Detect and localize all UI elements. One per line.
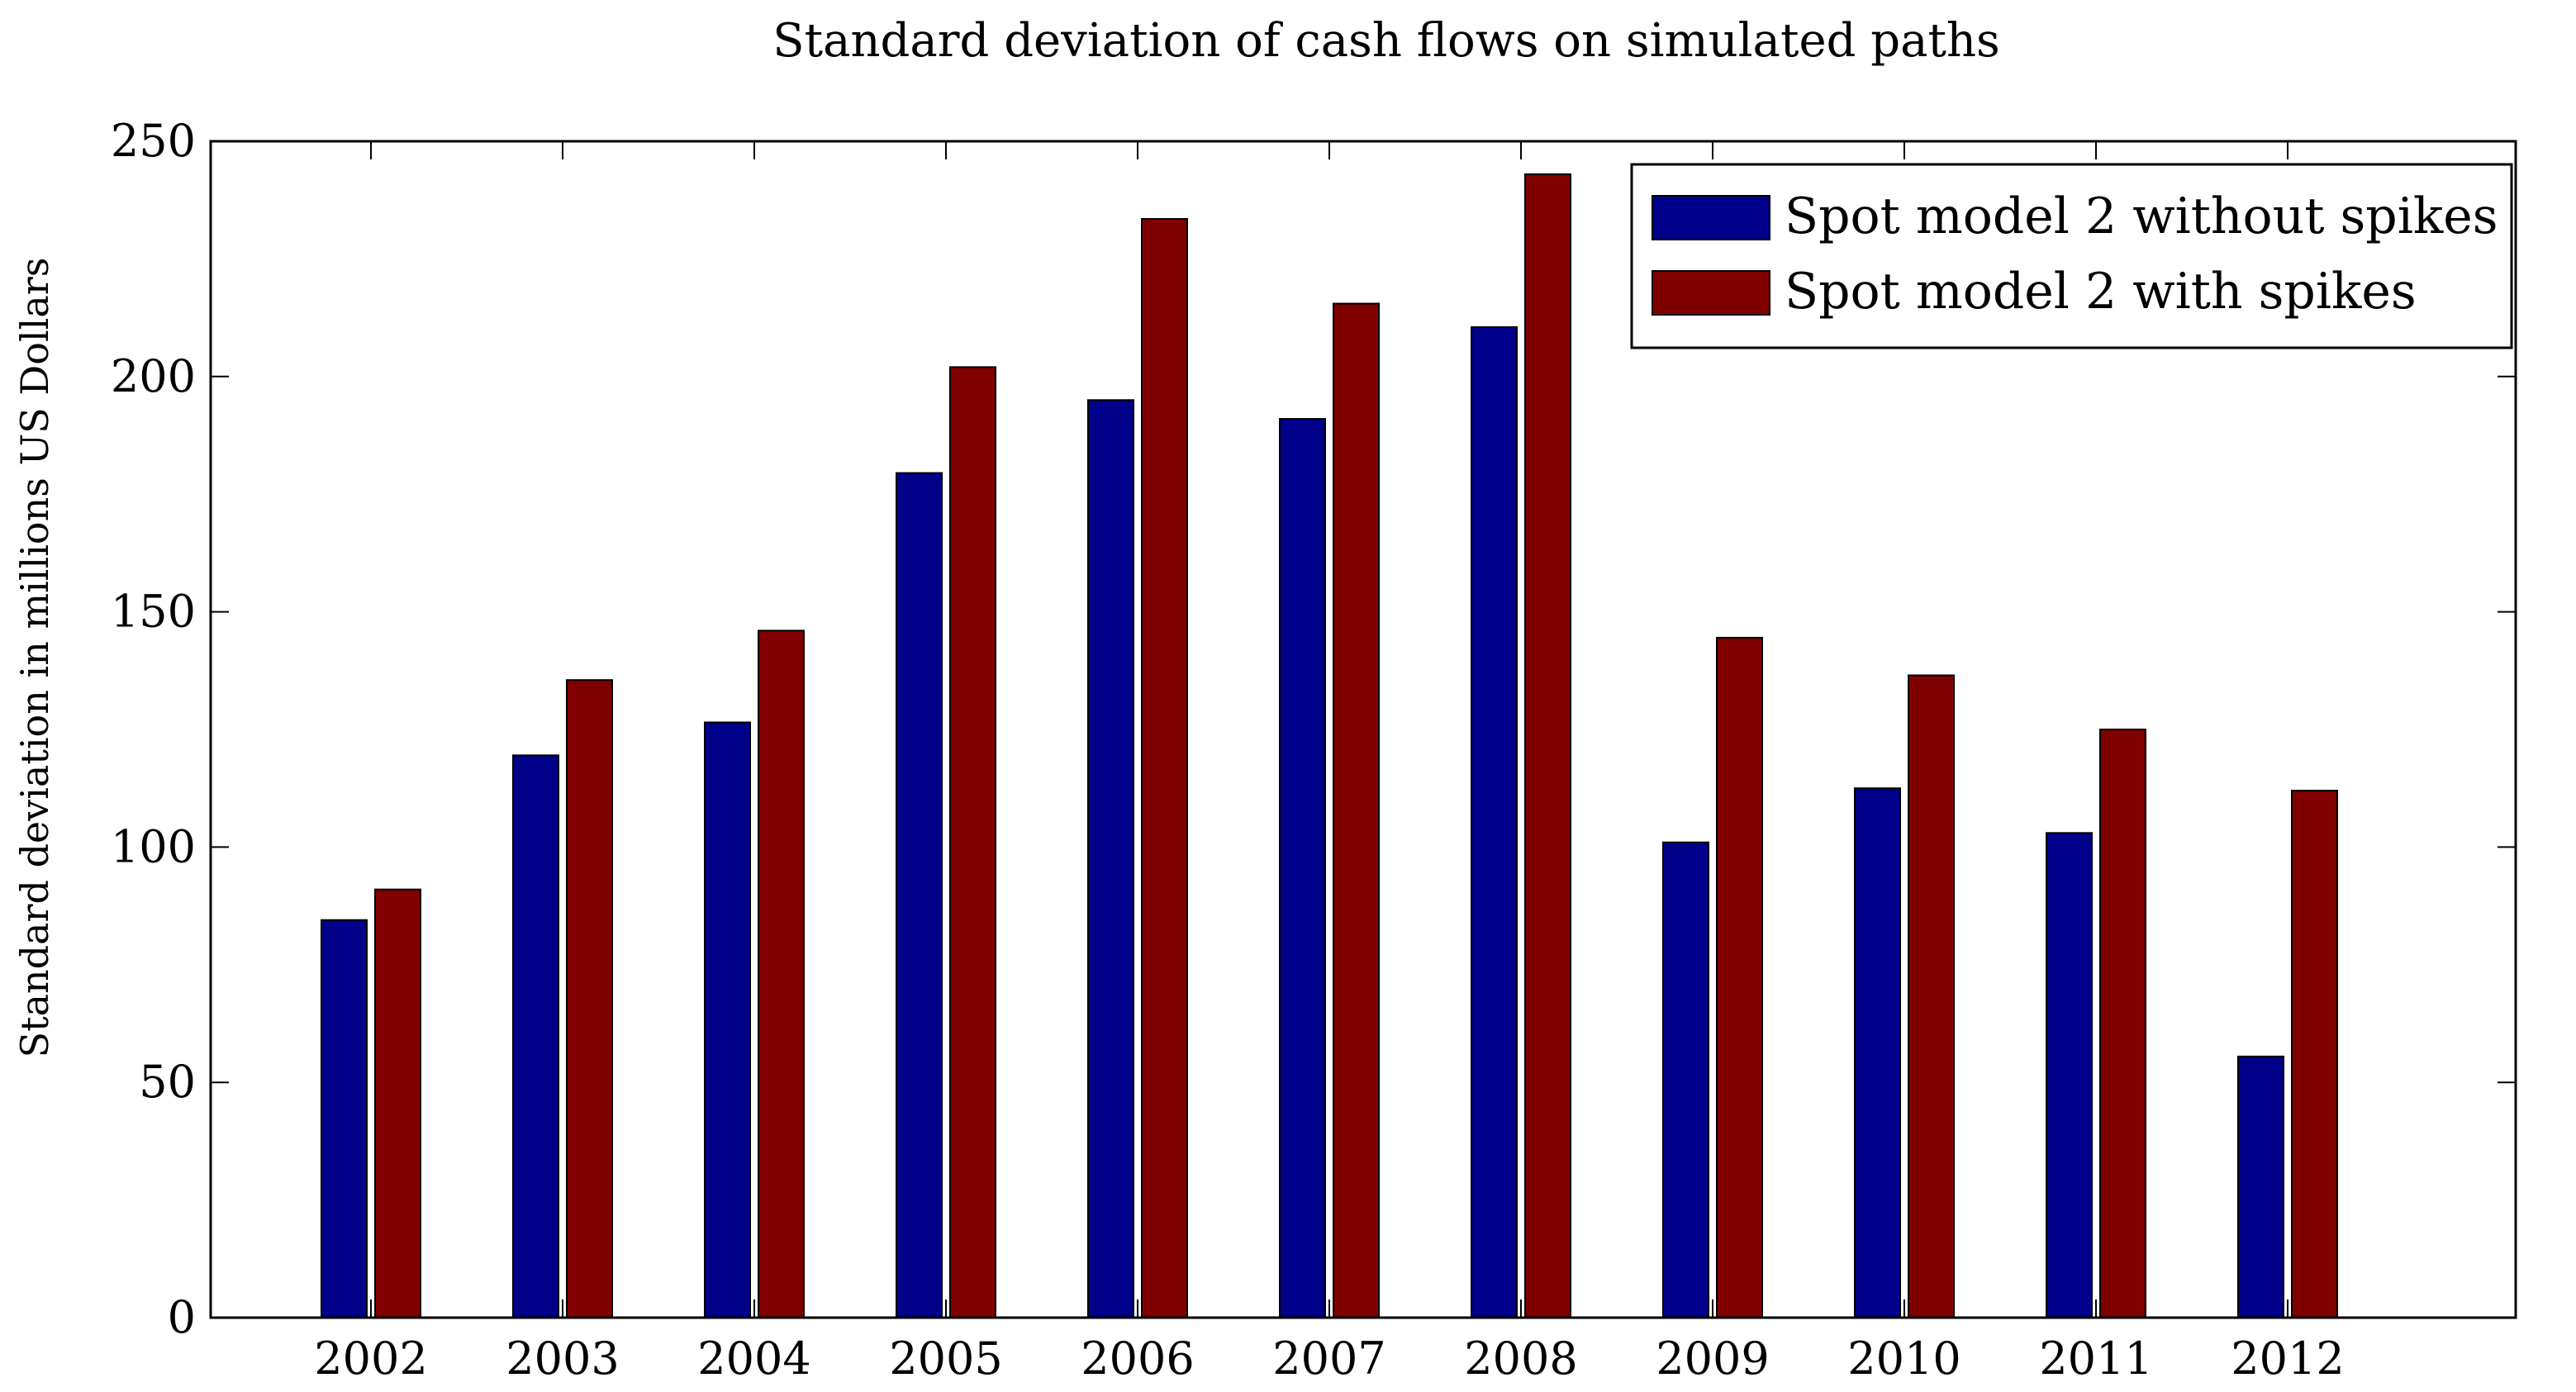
legend-swatch-without-spikes <box>1652 195 1770 240</box>
y-tick-label: 50 <box>139 1056 196 1108</box>
x-tick-label: 2003 <box>506 1333 619 1385</box>
y-tick-label: 150 <box>111 586 196 638</box>
x-tick-label: 2011 <box>2039 1333 2152 1385</box>
bar-without-spikes-2007 <box>1279 418 1326 1319</box>
x-tick-label: 2006 <box>1081 1333 1194 1385</box>
bar-with-spikes-2007 <box>1333 302 1380 1319</box>
plot-frame <box>209 140 2517 1319</box>
legend-swatch-with-spikes <box>1652 270 1770 316</box>
chart-title: Standard deviation of cash flows on simu… <box>772 14 2000 68</box>
bar-without-spikes-2004 <box>704 721 751 1318</box>
bar-with-spikes-2009 <box>1716 636 1763 1318</box>
bar-with-spikes-2003 <box>566 679 613 1318</box>
legend-box <box>1630 163 2513 349</box>
x-tick-label: 2004 <box>697 1333 810 1385</box>
x-tick-label: 2009 <box>1656 1333 1769 1385</box>
bar-with-spikes-2008 <box>1524 173 1571 1319</box>
bar-with-spikes-2012 <box>2291 790 2338 1318</box>
bar-with-spikes-2004 <box>758 629 805 1318</box>
y-tick-label: 250 <box>111 115 196 167</box>
bar-without-spikes-2006 <box>1087 399 1134 1318</box>
x-tick-label: 2002 <box>314 1333 427 1385</box>
x-tick-label: 2008 <box>1464 1333 1577 1385</box>
bars <box>321 173 2338 1319</box>
y-tick-label: 100 <box>111 820 196 872</box>
x-tick-label: 2007 <box>1272 1333 1385 1385</box>
bar-without-spikes-2002 <box>321 919 368 1318</box>
legend: Spot model 2 without spikes Spot model 2… <box>1630 163 2513 349</box>
x-tick-label: 2005 <box>889 1333 1002 1385</box>
bar-with-spikes-2002 <box>374 888 421 1318</box>
x-tick-label: 2012 <box>2231 1333 2344 1385</box>
bar-with-spikes-2011 <box>2099 729 2146 1318</box>
y-tick-label: 0 <box>168 1291 196 1343</box>
bar-without-spikes-2009 <box>1662 841 1709 1318</box>
legend-label-with-spikes: Spot model 2 with spikes <box>1785 263 2417 321</box>
bar-without-spikes-2008 <box>1471 325 1518 1319</box>
bar-without-spikes-2011 <box>2046 832 2093 1318</box>
bar-without-spikes-2005 <box>896 472 943 1318</box>
bar-without-spikes-2003 <box>512 754 559 1318</box>
bar-with-spikes-2006 <box>1141 217 1188 1318</box>
bar-without-spikes-2012 <box>2237 1055 2284 1318</box>
x-tick-label: 2010 <box>1847 1333 1961 1385</box>
y-tick-label: 200 <box>111 350 196 402</box>
y-axis-label: Standard deviation in millions US Dollar… <box>12 258 57 1058</box>
bar-without-spikes-2010 <box>1854 787 1901 1318</box>
bar-with-spikes-2005 <box>949 366 996 1319</box>
axis-ticks: 0 50 100 150 200 250 2002 2003 2004 2005 2006 2007 2… <box>111 115 2516 1385</box>
legend-label-without-spikes: Spot model 2 without spikes <box>1785 188 2498 245</box>
bar-with-spikes-2010 <box>1908 674 1955 1318</box>
